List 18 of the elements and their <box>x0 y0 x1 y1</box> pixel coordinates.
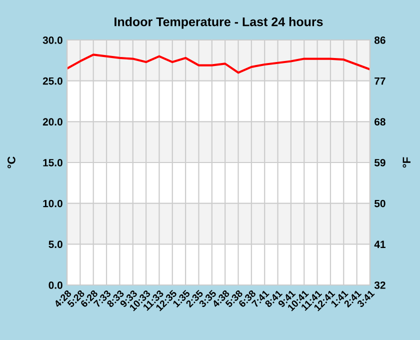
y-tick-label: 15.0 <box>43 159 62 166</box>
y2-tick-label: 32 <box>374 282 386 289</box>
y-tick-label: 0.0 <box>48 282 62 289</box>
y2-tick-label: 68 <box>374 118 386 126</box>
y2-tick-label: 86 <box>374 36 386 44</box>
chart-title: Indoor Temperature - Last 24 hours <box>114 17 323 29</box>
y-tick-label: 10.0 <box>43 200 62 208</box>
y-tick-label: 20.0 <box>42 118 62 126</box>
y2-tick-label: 59 <box>374 159 386 166</box>
y-axis-title: °C <box>7 156 16 168</box>
y2-tick-label: 77 <box>374 77 386 85</box>
y2-axis-title: °F <box>402 157 410 168</box>
y-tick-label: 30.0 <box>42 36 62 44</box>
y2-tick-label: 41 <box>374 240 386 248</box>
line-series <box>67 54 370 74</box>
y2-tick-label: 50 <box>374 200 386 208</box>
y-tick-label: 25.0 <box>42 77 62 85</box>
y-tick-label: 5.0 <box>48 240 62 248</box>
